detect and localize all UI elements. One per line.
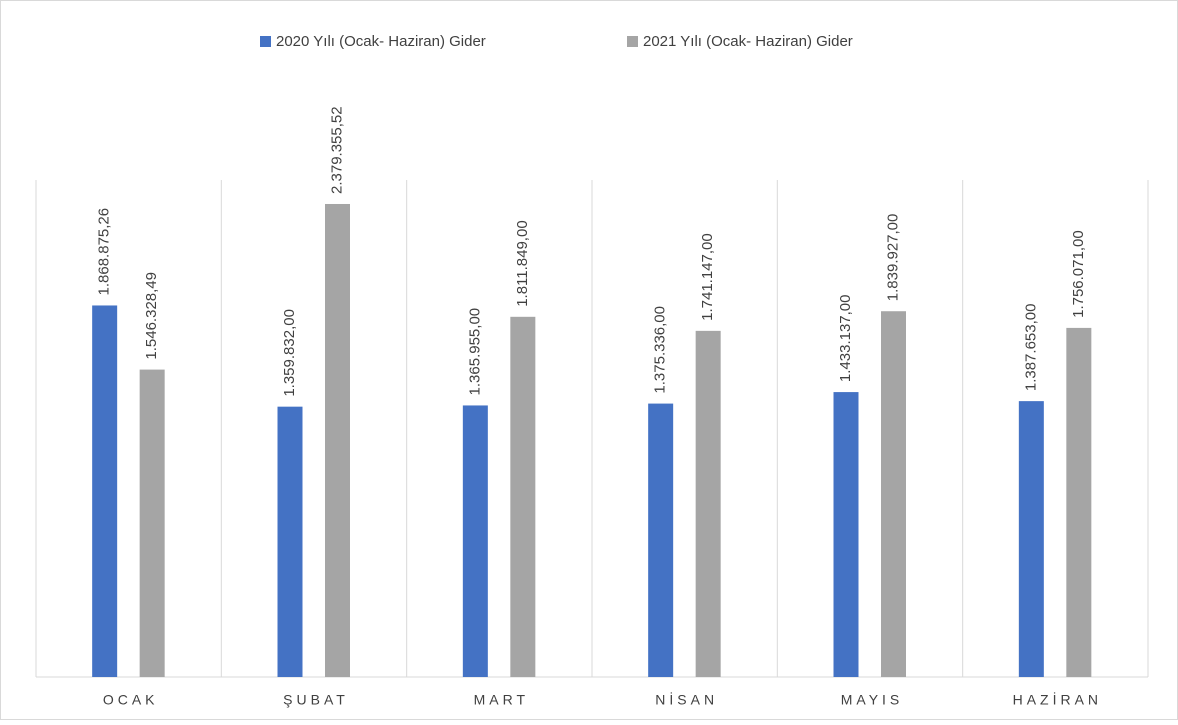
x-tick-label: MAYIS	[841, 692, 904, 708]
data-label: 1.359.832,00	[281, 309, 298, 397]
data-label: 1.811.849,00	[514, 220, 531, 306]
x-tick-label: HAZİRAN	[1013, 691, 1102, 708]
bar	[881, 311, 906, 677]
bar	[462, 405, 488, 677]
data-label: 1.387.653,00	[1022, 304, 1039, 392]
bar	[510, 316, 536, 677]
data-label: 1.868.875,26	[96, 208, 113, 296]
x-tick-label: NİSAN	[655, 691, 718, 708]
bar	[139, 369, 165, 677]
legend-label: 2020 Yılı (Ocak- Haziran) Gider	[276, 33, 486, 50]
data-label: 1.365.955,00	[466, 308, 483, 396]
bar	[695, 330, 721, 677]
data-label: 1.546.328,49	[143, 272, 160, 360]
data-label: 1.839.927,00	[884, 214, 901, 302]
data-label: 1.433.137,00	[837, 294, 854, 382]
bar	[833, 392, 859, 677]
bar	[1066, 327, 1092, 677]
x-tick-label: MART	[474, 692, 529, 708]
legend-swatch	[260, 36, 271, 47]
bar	[92, 305, 118, 677]
bar	[648, 403, 674, 677]
legend-label: 2021 Yılı (Ocak- Haziran) Gider	[643, 33, 853, 50]
data-label: 1.741.147,00	[699, 233, 716, 321]
bar	[277, 406, 303, 677]
x-tick-label: OCAK	[103, 692, 159, 708]
x-tick-label: ŞUBAT	[283, 692, 349, 708]
bar	[325, 203, 350, 677]
data-label: 1.756.071,00	[1070, 230, 1087, 318]
data-label: 1.375.336,00	[652, 306, 669, 394]
data-label: 2.379.355,52	[328, 106, 345, 194]
bar	[1018, 401, 1044, 677]
legend-swatch	[627, 36, 638, 47]
